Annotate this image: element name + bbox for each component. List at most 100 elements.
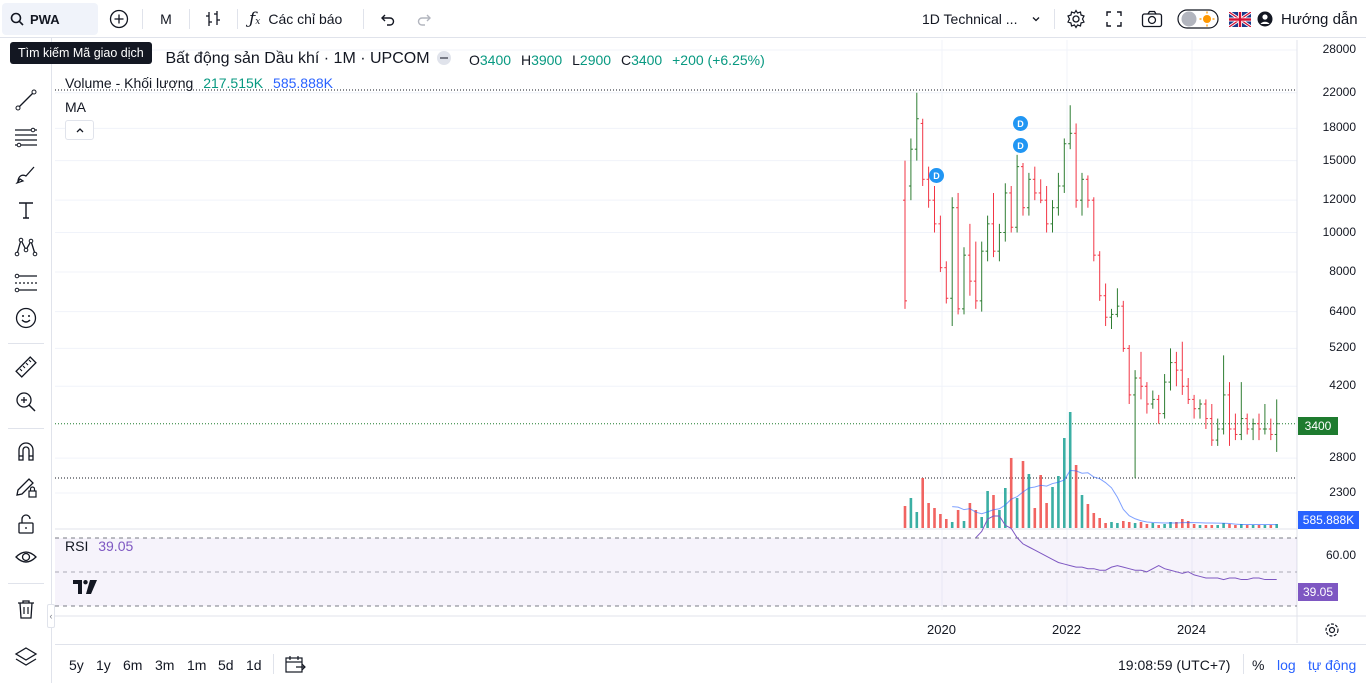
volume-bar — [1092, 513, 1096, 528]
ma-legend[interactable]: MA — [65, 99, 86, 115]
pattern-tool[interactable] — [10, 231, 42, 263]
emoji-tool[interactable] — [10, 302, 42, 334]
collapse-toolbar-button[interactable]: ‹ — [47, 604, 55, 628]
price-tick: 22000 — [1322, 84, 1356, 99]
volume-bar — [1163, 524, 1166, 528]
volume-bar — [1145, 524, 1149, 528]
interval-button[interactable]: M — [152, 0, 180, 38]
ohlc-values: O3400 H3900 L2900 C3400 +200 (+6.25%) — [469, 52, 765, 68]
rsi-pane — [55, 515, 1297, 607]
percent-toggle[interactable]: % — [1252, 656, 1265, 673]
rsi-legend[interactable]: RSI 39.05 — [65, 538, 133, 554]
text-tool[interactable] — [10, 194, 42, 226]
fullscreen-button[interactable] — [1102, 0, 1126, 38]
candle — [938, 215, 943, 273]
theme-toggle[interactable] — [1177, 0, 1221, 38]
grid — [55, 40, 1366, 643]
remove-drawings-tool[interactable] — [10, 593, 42, 625]
price-tick: 2800 — [1329, 450, 1356, 465]
magnet-tool[interactable] — [10, 435, 42, 467]
volume-bar — [1175, 522, 1178, 528]
dividend-marker[interactable]: D — [1013, 138, 1028, 153]
dividend-marker[interactable]: D — [929, 168, 944, 183]
undo-button[interactable] — [376, 0, 398, 38]
smiley-icon — [15, 307, 37, 329]
volume-bar — [1139, 522, 1143, 528]
axis-settings-button[interactable] — [1324, 622, 1340, 643]
log-toggle[interactable]: log — [1277, 656, 1296, 673]
volume-bar — [1039, 475, 1042, 528]
low-label: L — [572, 52, 580, 68]
candle — [1038, 179, 1043, 204]
measure-tool[interactable] — [10, 351, 42, 383]
dividend-marker[interactable]: D — [1013, 116, 1028, 131]
symbol-search-button[interactable]: PWA — [2, 3, 98, 35]
chart-area[interactable]: Bất động sản Dầu khí · 1M · UPCOM O3400 … — [55, 40, 1366, 643]
brush-tool[interactable] — [10, 158, 42, 190]
volume-bar — [1234, 525, 1237, 528]
volume-bar — [915, 512, 919, 528]
volume-bar — [1015, 498, 1019, 528]
lock-drawing-tool[interactable] — [10, 471, 42, 503]
object-tree-tool[interactable] — [10, 641, 42, 673]
redo-button[interactable] — [414, 0, 436, 38]
last-price-badge: 3400 — [1298, 417, 1338, 435]
candle — [1074, 123, 1079, 208]
candle — [1239, 382, 1244, 441]
time-axis[interactable]: 2020 2022 2024 — [55, 616, 1297, 643]
volume-legend[interactable]: Volume - Khối lượng 217.515K 585.888K — [65, 75, 333, 91]
collapse-legend-button[interactable] — [65, 120, 94, 140]
settings-button[interactable] — [1064, 0, 1088, 38]
volume-bar — [903, 506, 907, 528]
fib-tool[interactable] — [10, 121, 42, 153]
camera-icon — [1141, 10, 1163, 28]
rsi-tick: 60.00 — [1325, 548, 1356, 562]
tradingview-logo[interactable] — [73, 580, 97, 597]
range-5d[interactable]: 5d — [218, 656, 234, 673]
range-5y[interactable]: 5y — [69, 656, 84, 673]
range-1d[interactable]: 1d — [246, 656, 262, 673]
volume-value: 217.515K — [203, 75, 264, 91]
clock[interactable]: 19:08:59 (UTC+7) — [1118, 656, 1231, 673]
range-3m[interactable]: 3m — [155, 656, 175, 673]
range-1y[interactable]: 1y — [96, 656, 111, 673]
pencil-lock-icon — [16, 478, 37, 498]
indicators-button[interactable]: ƒx Các chỉ báo — [249, 0, 342, 38]
volume-bar — [1269, 525, 1273, 528]
trend-line-tool[interactable] — [10, 84, 42, 116]
volume-bar — [1057, 476, 1060, 528]
compare-button[interactable] — [106, 0, 132, 38]
uk-flag-icon — [1229, 11, 1251, 27]
go-to-date-button[interactable] — [284, 645, 306, 684]
candle — [1215, 418, 1220, 446]
volume-bar — [945, 519, 948, 528]
price-axis[interactable]: 28000 22000 18000 15000 12000 10000 8000 6400 52… — [1297, 40, 1366, 643]
legend-toggle-button[interactable] — [437, 51, 451, 65]
forecast-tool[interactable] — [10, 267, 42, 299]
candle — [979, 241, 984, 312]
hide-drawings-tool[interactable] — [10, 541, 42, 573]
screenshot-button[interactable] — [1139, 0, 1165, 38]
layout-dropdown[interactable]: 1D Technical ... — [922, 0, 1041, 38]
auto-toggle[interactable]: tự động — [1308, 656, 1357, 673]
chart-canvas[interactable] — [55, 40, 1366, 643]
range-6m[interactable]: 6m — [123, 656, 143, 673]
function-icon: ƒx — [249, 9, 261, 29]
guide-button[interactable]: Hướng dẫn — [1257, 0, 1358, 38]
candle — [1056, 172, 1061, 216]
lock-all-tool[interactable] — [10, 508, 42, 540]
drawing-toolbar: ‹ — [0, 38, 55, 683]
range-1m[interactable]: 1m — [187, 656, 207, 673]
candle — [1133, 370, 1138, 479]
language-button[interactable] — [1229, 0, 1251, 38]
candle — [1044, 185, 1049, 233]
time-tick: 2020 — [927, 622, 956, 637]
candle — [926, 166, 931, 208]
volume-bar — [1116, 523, 1119, 528]
volume-bar — [980, 517, 983, 528]
candle — [1233, 413, 1238, 441]
chart-type-button[interactable] — [200, 0, 226, 38]
redo-icon — [417, 14, 431, 26]
zoom-tool[interactable] — [10, 386, 42, 418]
volume-bar — [1192, 524, 1196, 528]
